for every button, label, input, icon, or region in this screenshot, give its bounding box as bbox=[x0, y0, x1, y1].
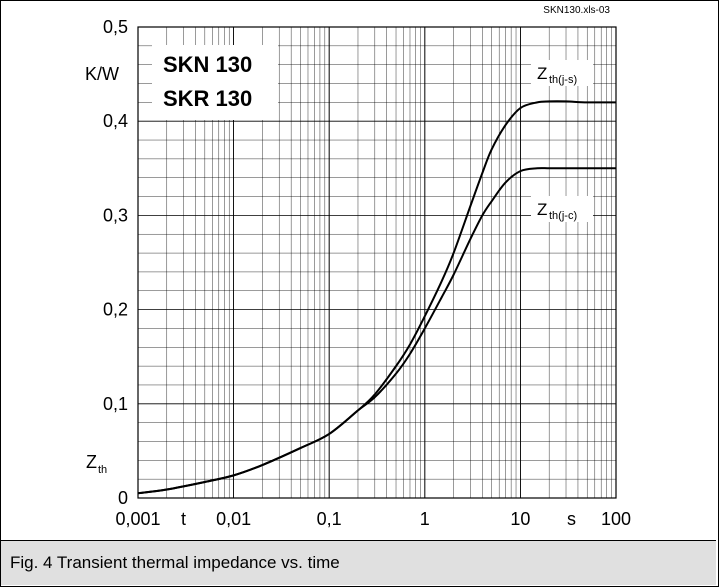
x-tick-label: 100 bbox=[601, 509, 631, 529]
y-tick-label: 0,1 bbox=[103, 394, 128, 414]
title-line-1: SKN 130 bbox=[163, 52, 252, 77]
y-tick-label: 0,2 bbox=[103, 300, 128, 320]
x-unit-label: s bbox=[567, 509, 576, 529]
x-axis-label: t bbox=[181, 509, 186, 529]
x-tick-label: 0,001 bbox=[115, 509, 160, 529]
plot-border bbox=[137, 26, 617, 499]
figure-caption: Fig. 4 Transient thermal impedance vs. t… bbox=[1, 540, 716, 585]
y-unit-label: K/W bbox=[85, 64, 119, 84]
title-box bbox=[152, 45, 278, 120]
y-tick-label: 0,3 bbox=[103, 205, 128, 225]
curves bbox=[137, 100, 617, 495]
series-label-1: Z bbox=[537, 64, 547, 83]
series-label-bg-2 bbox=[531, 196, 593, 222]
series-label-1-sub: th(j-s) bbox=[549, 74, 577, 86]
tick-labels: 0,001 0,01 0,1 1 10 100 0 0,1 0,2 0,3 0,4 0,5 bbox=[103, 17, 631, 529]
x-tick-label: 0,01 bbox=[216, 509, 251, 529]
title-line-2: SKR 130 bbox=[163, 86, 252, 111]
y-tick-label: 0 bbox=[118, 488, 128, 508]
x-tick-label: 1 bbox=[420, 509, 430, 529]
y-axis-label: Z bbox=[86, 452, 97, 472]
y-tick-label: 0,5 bbox=[103, 17, 128, 37]
chart: 0,001 0,01 0,1 1 10 100 0 0,1 0,2 0,3 0,4 0,5 SKN13… bbox=[85, 5, 631, 529]
y-axis-label-sub: th bbox=[98, 464, 107, 476]
series-line-2 bbox=[137, 167, 616, 495]
y-tick-label: 0,4 bbox=[103, 111, 128, 131]
series-label-bg-1 bbox=[531, 60, 593, 86]
x-tick-label: 0,1 bbox=[317, 509, 342, 529]
x-tick-label: 10 bbox=[510, 509, 530, 529]
caption-text: Fig. 4 Transient thermal impedance vs. t… bbox=[10, 553, 340, 572]
file-label: SKN130.xls-03 bbox=[543, 5, 610, 16]
series-label-2: Z bbox=[537, 200, 547, 219]
series-label-2-sub: th(j-c) bbox=[549, 210, 577, 222]
